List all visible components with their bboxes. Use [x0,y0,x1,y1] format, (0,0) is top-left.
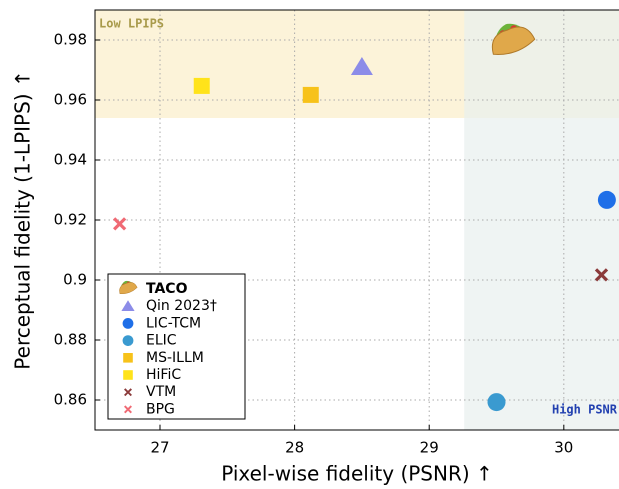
y-tick-label: 0.98 [54,31,87,49]
point [598,191,616,209]
point [303,87,319,103]
y-axis-label: Perceptual fidelity (1-LPIPS) ↑ [11,70,35,369]
region-label: Low LPIPS [99,17,164,31]
region-label: High PSNR [552,403,618,417]
legend-label: BPG [146,401,175,417]
legend-marker [123,370,133,380]
x-tick-label: 28 [285,439,304,457]
legend-marker [123,335,134,346]
point [194,78,210,94]
legend-label: Qin 2023† [146,298,217,314]
point [488,393,506,411]
y-tick-label: 0.92 [54,211,87,229]
legend-marker [123,318,134,329]
legend-marker [123,353,133,363]
y-tick-label: 0.96 [54,91,87,109]
x-tick-label: 30 [554,439,573,457]
x-tick-label: 27 [150,439,169,457]
legend-label: HiFiC [146,367,181,383]
y-tick-label: 0.94 [54,151,87,169]
y-tick-label: 0.86 [54,391,87,409]
legend-label: MS-ILLM [146,350,204,366]
legend-label: VTM [146,384,176,400]
y-tick-label: 0.88 [54,331,87,349]
legend-label: TACO [146,281,188,297]
legend-label: LIC-TCM [146,315,201,331]
chart: Pixel-wise fidelity (PSNR) ↑ Perceptual … [0,0,619,489]
x-axis-label: Pixel-wise fidelity (PSNR) ↑ [221,462,493,486]
point [114,218,125,229]
x-tick-label: 29 [420,439,439,457]
y-tick-label: 0.9 [63,271,87,289]
legend-label: ELIC [146,333,177,349]
